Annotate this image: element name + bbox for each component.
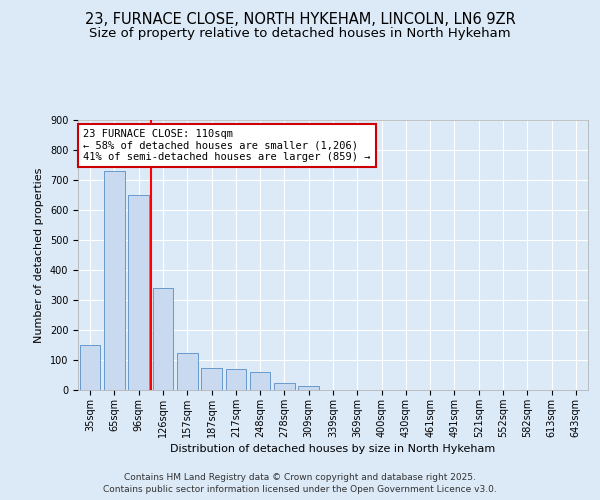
Bar — [226, 369, 246, 390]
Text: Size of property relative to detached houses in North Hykeham: Size of property relative to detached ho… — [89, 28, 511, 40]
Bar — [128, 195, 149, 390]
Y-axis label: Number of detached properties: Number of detached properties — [34, 168, 44, 342]
Text: Contains public sector information licensed under the Open Government Licence v3: Contains public sector information licen… — [103, 485, 497, 494]
Bar — [104, 171, 125, 390]
Bar — [201, 368, 222, 390]
Text: Contains HM Land Registry data © Crown copyright and database right 2025.: Contains HM Land Registry data © Crown c… — [124, 472, 476, 482]
Bar — [250, 372, 271, 390]
Bar — [152, 288, 173, 390]
Bar — [298, 386, 319, 390]
X-axis label: Distribution of detached houses by size in North Hykeham: Distribution of detached houses by size … — [170, 444, 496, 454]
Text: 23 FURNACE CLOSE: 110sqm
← 58% of detached houses are smaller (1,206)
41% of sem: 23 FURNACE CLOSE: 110sqm ← 58% of detach… — [83, 129, 370, 162]
Bar — [80, 345, 100, 390]
Bar — [274, 382, 295, 390]
Text: 23, FURNACE CLOSE, NORTH HYKEHAM, LINCOLN, LN6 9ZR: 23, FURNACE CLOSE, NORTH HYKEHAM, LINCOL… — [85, 12, 515, 28]
Bar — [177, 352, 197, 390]
